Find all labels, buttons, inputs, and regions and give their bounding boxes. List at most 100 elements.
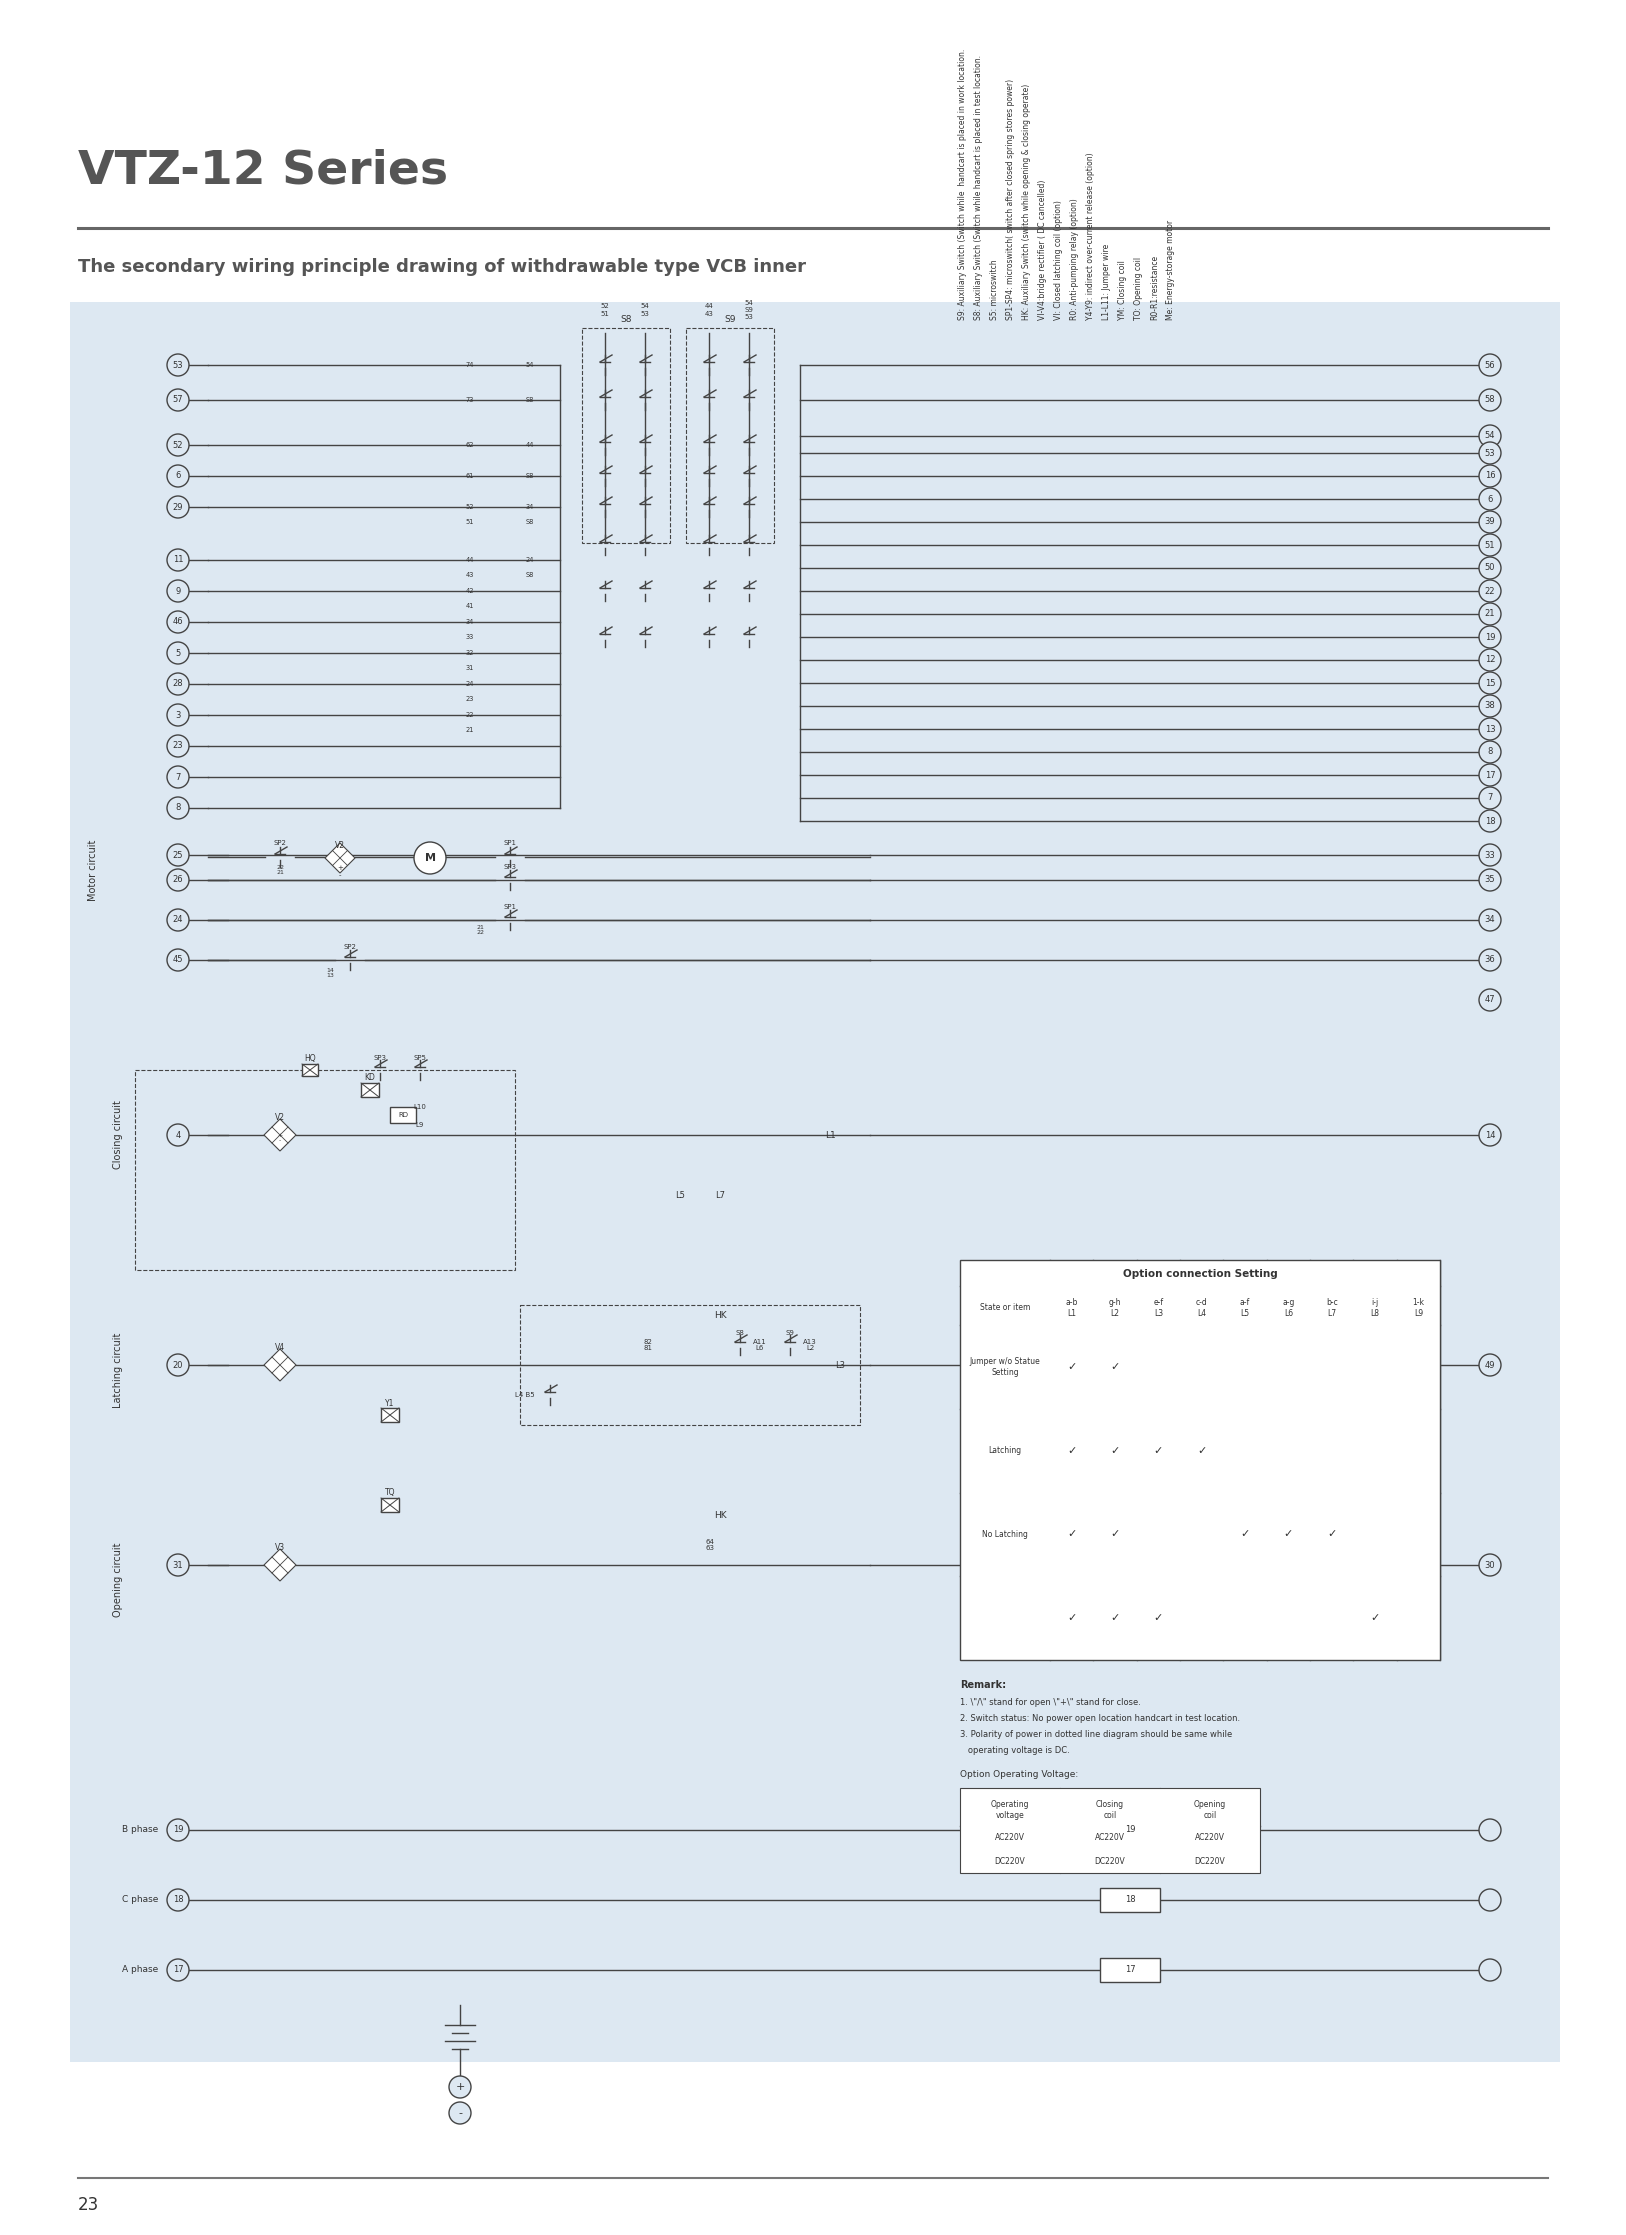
Text: AC220V: AC220V xyxy=(995,1833,1024,1842)
Text: 58: 58 xyxy=(1485,396,1496,405)
Text: S8: S8 xyxy=(525,398,535,402)
Text: 6: 6 xyxy=(176,472,180,481)
Text: 50: 50 xyxy=(1485,563,1496,572)
Text: 28: 28 xyxy=(172,679,184,688)
Text: S9: S9 xyxy=(785,1330,795,1337)
Text: 8: 8 xyxy=(176,805,180,814)
Bar xyxy=(1101,1958,1159,1982)
Text: 24: 24 xyxy=(525,557,535,563)
Text: 61: 61 xyxy=(465,474,475,478)
Text: Option Operating Voltage:: Option Operating Voltage: xyxy=(959,1770,1078,1779)
Text: 29: 29 xyxy=(172,503,184,512)
Text: 52: 52 xyxy=(465,505,475,510)
Circle shape xyxy=(1480,1819,1501,1842)
Text: a-g
L6: a-g L6 xyxy=(1283,1299,1294,1319)
Text: S8: S8 xyxy=(525,519,535,525)
Circle shape xyxy=(1480,425,1501,447)
Text: 5: 5 xyxy=(176,648,180,657)
Circle shape xyxy=(167,1553,189,1576)
Text: 53: 53 xyxy=(1485,449,1496,458)
Text: M: M xyxy=(424,854,436,863)
Text: 16: 16 xyxy=(1485,472,1496,481)
Polygon shape xyxy=(263,1350,296,1381)
Text: 17: 17 xyxy=(1485,771,1496,780)
Text: 44
43: 44 43 xyxy=(704,304,714,317)
Text: 12: 12 xyxy=(1485,655,1496,664)
Text: S9: S9 xyxy=(724,315,735,324)
Text: L5: L5 xyxy=(675,1191,685,1200)
Text: 56: 56 xyxy=(1485,360,1496,369)
Text: ✓: ✓ xyxy=(1111,1446,1120,1455)
Bar xyxy=(1101,1817,1159,1842)
Circle shape xyxy=(1480,742,1501,762)
Circle shape xyxy=(1480,512,1501,532)
Text: 23: 23 xyxy=(78,2197,99,2215)
Text: 33: 33 xyxy=(1485,852,1496,860)
Bar xyxy=(302,1064,319,1075)
Circle shape xyxy=(167,496,189,519)
Text: ✓: ✓ xyxy=(1241,1529,1250,1540)
Circle shape xyxy=(1480,1889,1501,1911)
Text: ✓: ✓ xyxy=(1111,1614,1120,1623)
Circle shape xyxy=(167,767,189,789)
Text: ✓: ✓ xyxy=(1067,1446,1076,1455)
Text: Jumper w/o Statue
Setting: Jumper w/o Statue Setting xyxy=(969,1357,1041,1377)
Text: 17: 17 xyxy=(172,1965,184,1974)
Circle shape xyxy=(167,610,189,633)
Text: 52
51: 52 51 xyxy=(600,304,610,317)
Circle shape xyxy=(1480,603,1501,626)
Circle shape xyxy=(167,353,189,375)
Text: 19: 19 xyxy=(172,1826,184,1835)
Text: 35: 35 xyxy=(1485,876,1496,885)
Text: R0: Anti-pumping relay (option): R0: Anti-pumping relay (option) xyxy=(1070,199,1080,320)
Text: 34: 34 xyxy=(1485,916,1496,925)
Circle shape xyxy=(167,845,189,865)
Text: RD: RD xyxy=(398,1113,408,1118)
Text: 14
13: 14 13 xyxy=(327,968,333,979)
Text: YM: Closing coil: YM: Closing coil xyxy=(1119,259,1127,320)
Text: 3: 3 xyxy=(176,711,180,720)
Text: L7: L7 xyxy=(715,1191,725,1200)
Text: ✓: ✓ xyxy=(1067,1529,1076,1540)
Text: 21
22: 21 22 xyxy=(476,925,485,936)
Text: 74: 74 xyxy=(465,362,475,369)
Circle shape xyxy=(1480,648,1501,670)
Text: TO: Opening coil: TO: Opening coil xyxy=(1133,257,1143,320)
Circle shape xyxy=(1480,1553,1501,1576)
Text: 36: 36 xyxy=(1485,957,1496,966)
Text: KD: KD xyxy=(364,1073,376,1082)
Circle shape xyxy=(167,910,189,932)
Text: HQ: HQ xyxy=(304,1053,315,1062)
Circle shape xyxy=(167,389,189,411)
Text: SP2: SP2 xyxy=(343,943,356,950)
Text: 8: 8 xyxy=(1488,746,1493,755)
Text: 54
S9
53: 54 S9 53 xyxy=(745,299,753,320)
Text: +: + xyxy=(455,2083,465,2092)
Polygon shape xyxy=(325,843,354,874)
Text: Option connection Setting: Option connection Setting xyxy=(1122,1269,1278,1278)
Text: DC220V: DC220V xyxy=(995,1857,1026,1866)
Circle shape xyxy=(1480,990,1501,1010)
Text: 49: 49 xyxy=(1485,1361,1496,1370)
Circle shape xyxy=(1480,581,1501,601)
Text: e-f
L3: e-f L3 xyxy=(1153,1299,1163,1319)
Text: +
-: + - xyxy=(278,1133,283,1144)
Text: Latching: Latching xyxy=(989,1446,1021,1455)
Text: Latching circuit: Latching circuit xyxy=(112,1332,124,1408)
Circle shape xyxy=(167,869,189,892)
Text: 54: 54 xyxy=(1485,431,1496,440)
Text: 54: 54 xyxy=(525,362,535,369)
Circle shape xyxy=(167,950,189,970)
Bar xyxy=(959,1261,1441,1661)
Text: 14: 14 xyxy=(1485,1131,1496,1140)
Text: 7: 7 xyxy=(1488,793,1493,802)
Text: 22
21: 22 21 xyxy=(276,865,285,876)
Bar xyxy=(70,302,1559,2063)
Text: HK: HK xyxy=(714,1310,727,1319)
Text: VI-V4:bridge rectifier ( DC cancelled): VI-V4:bridge rectifier ( DC cancelled) xyxy=(1037,179,1047,320)
Text: AC220V: AC220V xyxy=(1195,1833,1224,1842)
Text: 31: 31 xyxy=(467,666,475,670)
Text: L4 B5: L4 B5 xyxy=(515,1392,535,1399)
Text: a-f
L5: a-f L5 xyxy=(1241,1299,1250,1319)
Text: L1: L1 xyxy=(824,1131,836,1140)
